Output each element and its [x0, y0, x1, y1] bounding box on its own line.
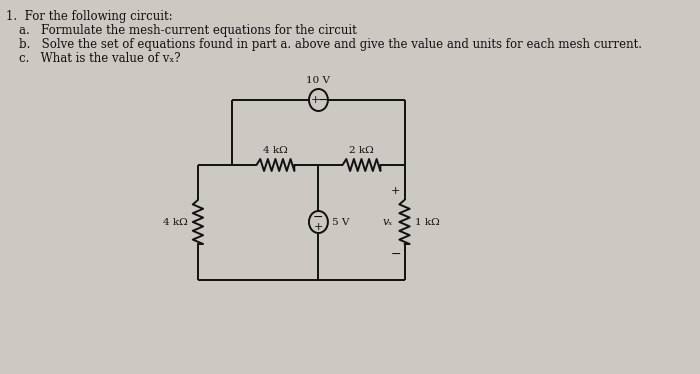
Text: 4 kΩ: 4 kΩ [163, 218, 188, 227]
Text: 10 V: 10 V [307, 76, 330, 85]
Text: −: − [391, 248, 401, 261]
Text: a.   Formulate the mesh-current equations for the circuit: a. Formulate the mesh-current equations … [19, 24, 357, 37]
Text: 1 kΩ: 1 kΩ [415, 218, 440, 227]
Text: vₓ: vₓ [382, 217, 393, 227]
Text: b.   Solve the set of equations found in part a. above and give the value and un: b. Solve the set of equations found in p… [19, 38, 642, 51]
Text: +: + [391, 186, 400, 196]
Text: +: + [314, 222, 323, 232]
Text: 4 kΩ: 4 kΩ [263, 146, 288, 155]
Text: +: + [310, 95, 320, 105]
Text: 2 kΩ: 2 kΩ [349, 146, 374, 155]
Text: c.   What is the value of vₓ?: c. What is the value of vₓ? [19, 52, 181, 65]
Text: 1.  For the following circuit:: 1. For the following circuit: [6, 10, 173, 23]
Text: −: − [313, 211, 323, 224]
Text: 5 V: 5 V [332, 218, 349, 227]
Text: −: − [318, 94, 328, 107]
